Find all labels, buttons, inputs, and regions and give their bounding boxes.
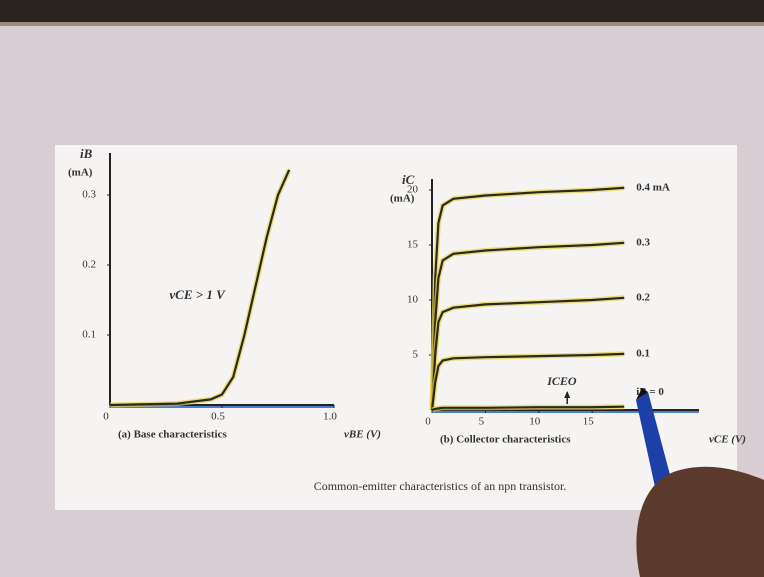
y-axis-unit: (mA): [68, 167, 93, 179]
page: {"chart_data": [ {"type": "line", "title…: [0, 0, 764, 577]
y-tick-label: 10: [407, 294, 419, 306]
y-axis-label: iB: [80, 146, 93, 161]
x-axis-label: vCE (V): [709, 434, 746, 446]
figure-caption: Common-emitter characteristics of an npn…: [314, 479, 567, 493]
chart-caption: (b) Collector characteristics: [440, 434, 571, 446]
x-tick-label: 0.5: [211, 411, 225, 423]
chart-caption: (a) Base characteristics: [118, 429, 227, 441]
x-axis-label: vBE (V): [344, 429, 381, 441]
curve-annotation: vCE > 1 V: [169, 287, 226, 302]
y-axis-label: iC: [402, 172, 415, 187]
x-tick-label: 0: [103, 411, 109, 423]
series-label: 0.4 mA: [636, 181, 670, 193]
series-label: 0.3: [636, 236, 650, 248]
y-tick-label: 0.1: [82, 329, 96, 341]
y-tick-label: 5: [413, 349, 419, 361]
x-tick-label: 1.0: [323, 411, 337, 423]
screenshot: Common-emitter characteristics of an npn…: [0, 0, 764, 577]
y-axis-unit: (mA): [390, 193, 415, 205]
x-tick-label: 5: [479, 416, 485, 428]
x-tick-label: 15: [583, 416, 595, 428]
x-tick-label: 10: [529, 416, 541, 428]
y-tick-label: 0.2: [82, 259, 96, 271]
curve-annotation: ICEO: [546, 374, 577, 388]
x-tick-label: 0: [425, 416, 431, 428]
top-edge: [0, 22, 764, 26]
top-band: [0, 0, 764, 22]
y-tick-label: 15: [407, 239, 419, 251]
series-label: 0.2: [636, 291, 650, 303]
y-tick-label: 0.3: [82, 189, 96, 201]
series-label: 0.1: [636, 347, 650, 359]
